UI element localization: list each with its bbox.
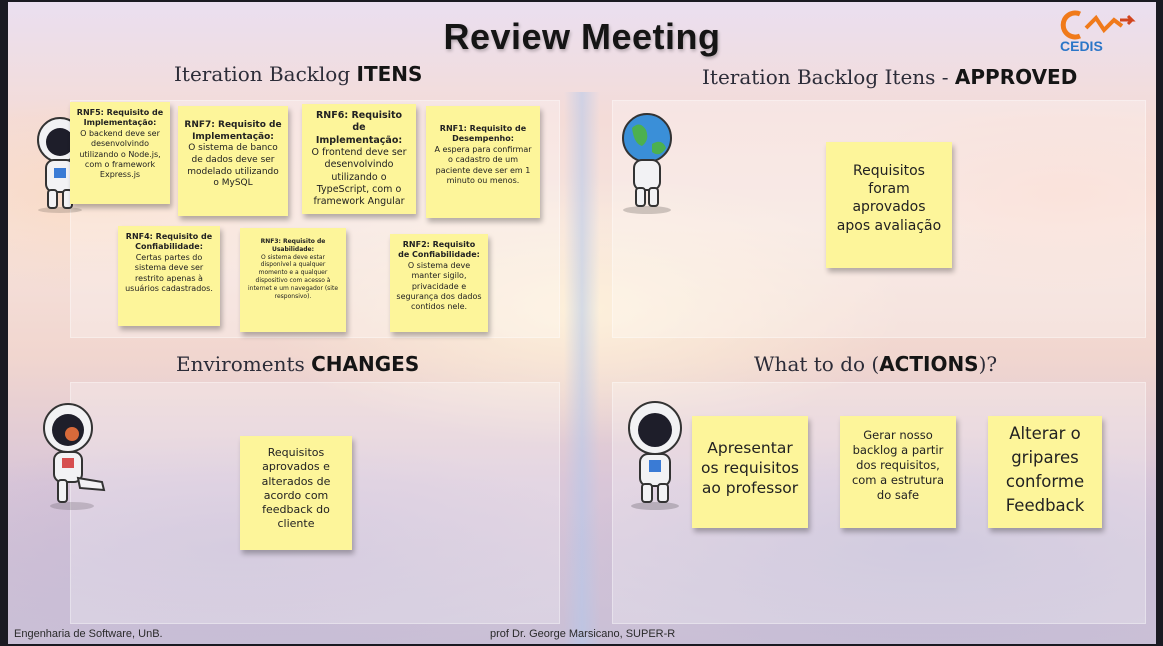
action3-text: Alterar o gripares conforme Feedback — [1005, 424, 1085, 515]
sticky-note-approved[interactable]: Requisitos foram aprovados apos avaliaçã… — [826, 142, 952, 268]
action2-text: Gerar nosso backlog a partir dos requisi… — [851, 428, 945, 502]
sticky-note-rnf7[interactable]: RNF7: Requisito de Implementação: O sist… — [178, 106, 288, 216]
footer-left: Engenharia de Software, UnB. — [14, 628, 163, 640]
sticky-note-rnf3[interactable]: RNF3: Requisito de Usabilidade: O sistem… — [240, 228, 346, 332]
approved-heading-bold: APPROVED — [954, 65, 1078, 89]
rnf1-text: A espera para confirmar o cadastro de um… — [434, 144, 532, 185]
sticky-note-rnf2[interactable]: RNF2: Requisito de Confiabilidade: O sis… — [390, 234, 488, 332]
rnf1-title: RNF1: Requisito de Desempenho: — [439, 124, 527, 144]
approved-heading-normal: Iteration Backlog Itens - — [702, 65, 955, 89]
rnf2-title: RNF2: Requisito de Confiabilidade: — [398, 240, 480, 260]
sticky-note-action-present[interactable]: Apresentar os requisitos ao professor — [692, 416, 808, 528]
astronaut-kicking-icon — [43, 403, 106, 510]
rnf5-text: O backend deve ser desenvolvindo utiliza… — [79, 128, 161, 180]
astronaut-globe-icon — [622, 113, 672, 214]
rnf3-title: RNF3: Requisito de Usabilidade: — [260, 238, 326, 253]
changes-heading-bold: CHANGES — [311, 352, 420, 376]
changes-heading: Enviroments CHANGES — [176, 352, 419, 376]
backlog-heading-normal: Iteration Backlog — [174, 62, 357, 86]
sticky-note-rnf6[interactable]: RNF6: Requisito de Implementação: O fron… — [302, 104, 416, 214]
changes-heading-normal: Enviroments — [176, 352, 312, 376]
rnf4-title: RNF4: Requisito de Confiabilidade: — [125, 232, 213, 252]
rnf4-text: Certas partes do sistema deve ser restri… — [125, 252, 213, 293]
sticky-note-action-alter[interactable]: Alterar o gripares conforme Feedback — [988, 416, 1102, 528]
rnf2-text: O sistema deve manter sigilo, privacidad… — [396, 260, 482, 312]
sticky-note-rnf5[interactable]: RNF5: Requisito de Implementação: O back… — [70, 102, 170, 204]
footer-center: prof Dr. George Marsicano, SUPER-R — [490, 628, 676, 640]
actions-heading-tail: )? — [978, 352, 998, 376]
page-title: Review Meeting — [443, 16, 721, 57]
actions-heading-bold: ACTIONS — [879, 352, 979, 376]
sticky-note-changes[interactable]: Requisitos aprovados e alterados de acor… — [240, 436, 352, 550]
approved-text: Requisitos foram aprovados apos avaliaçã… — [836, 163, 942, 234]
sticky-note-rnf4[interactable]: RNF4: Requisito de Confiabilidade: Certa… — [118, 226, 220, 326]
rnf6-text: O frontend deve ser desenvolvindo utiliz… — [311, 147, 407, 208]
sticky-note-rnf1[interactable]: RNF1: Requisito de Desempenho: A espera … — [426, 106, 540, 218]
approved-heading: Iteration Backlog Itens - APPROVED — [702, 65, 1077, 89]
rnf5-title: RNF5: Requisito de Implementação: — [76, 108, 164, 128]
backlog-heading-bold: ITENS — [356, 62, 423, 86]
logo-text: CEDIS — [1060, 38, 1103, 54]
backlog-heading: Iteration Backlog ITENS — [174, 62, 422, 86]
rnf3-text: O sistema deve estar disponível a qualqu… — [247, 253, 339, 300]
actions-heading-normal: What to do ( — [754, 352, 880, 376]
cedis-logo-icon — [1060, 10, 1136, 40]
rnf6-title: RNF6: Requisito de Implementação: — [315, 110, 403, 146]
action1-text: Apresentar os requisitos ao professor — [700, 439, 800, 498]
sticky-note-action-backlog[interactable]: Gerar nosso backlog a partir dos requisi… — [840, 416, 956, 528]
astronaut-standing-icon — [628, 401, 682, 510]
rnf7-text: O sistema de banco de dados deve ser mod… — [187, 143, 279, 189]
actions-heading: What to do (ACTIONS)? — [754, 352, 997, 376]
changes-text: Requisitos aprovados e alterados de acor… — [261, 446, 331, 531]
astronaut-icon — [37, 117, 83, 213]
rnf7-title: RNF7: Requisito de Implementação: — [184, 120, 282, 142]
cedis-logo: CEDIS — [1060, 8, 1140, 60]
review-meeting-board: Review Meeting CEDIS Iteration Backlog I… — [8, 2, 1156, 644]
